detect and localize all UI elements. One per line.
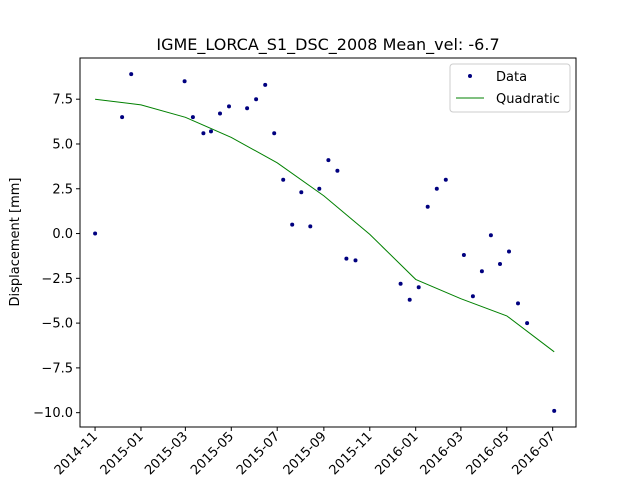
data-point [498,262,502,266]
data-point [190,115,195,120]
x-tick-label: 2016-05 [464,429,513,478]
x-tick-label: 2016-03 [418,429,467,478]
legend-quadratic-label: Quadratic [496,92,560,107]
data-point [201,131,206,136]
data-point [272,131,277,136]
data-point [335,168,340,173]
data-point [507,249,511,254]
y-axis-label: Displacement [mm] [8,178,23,307]
data-point [425,204,430,209]
x-tick-label: 2015-07 [234,429,283,478]
x-tick-label: 2015-11 [327,429,376,478]
x-tick-label: 2016-07 [509,429,558,478]
data-point [254,97,259,102]
data-point [344,256,349,261]
data-point [443,177,448,182]
plot-frame [79,57,577,428]
chart-title: IGME_LORCA_S1_DSC_2008 Mean_vel: -6.7 [156,35,499,55]
data-point [290,222,295,227]
data-point [218,111,222,116]
data-point [407,297,412,302]
y-tick-label: 2.5 [52,182,73,197]
data-point [552,408,557,413]
y-tick-label: −2.5 [41,272,73,287]
legend: Data Quadratic [449,63,571,113]
data-point [470,294,475,299]
y-tick-label: 7.5 [52,93,73,108]
data-point [398,281,403,286]
data-point [525,321,530,326]
data-point [299,190,304,195]
y-tick-label: 0.0 [52,227,73,242]
y-tick-label: −5.0 [41,317,73,332]
data-point [93,231,98,236]
data-point [479,269,484,274]
quadratic-fit-line [95,98,555,353]
x-tick-label: 2015-01 [98,429,147,478]
data-point [326,158,331,163]
data-point [129,72,134,77]
legend-data-label: Data [496,70,527,85]
data-point [434,186,439,191]
data-point [516,301,520,306]
data-point [317,186,322,191]
data-point [488,233,493,238]
legend-data-marker [468,74,472,78]
x-tick-label: 2016-01 [372,429,421,478]
y-tick-label: 5.0 [52,137,73,152]
data-point [461,253,466,257]
y-tick-label: −10.0 [33,406,73,421]
data-point [182,79,187,84]
x-tick-label: 2015-05 [188,429,237,478]
data-point [353,258,358,263]
legend-box [449,63,571,113]
x-tick-label: 2015-09 [281,429,330,478]
data-point [263,82,268,87]
data-point [245,106,250,111]
data-point [308,224,313,229]
data-point [281,177,286,182]
data-point [416,285,421,290]
y-tick-label: −7.5 [41,361,73,376]
data-point [120,115,125,120]
x-tick-label: 2015-03 [142,429,191,478]
data-point [227,104,231,109]
data-point [209,129,213,134]
x-tick-label: 2014-11 [52,429,101,478]
